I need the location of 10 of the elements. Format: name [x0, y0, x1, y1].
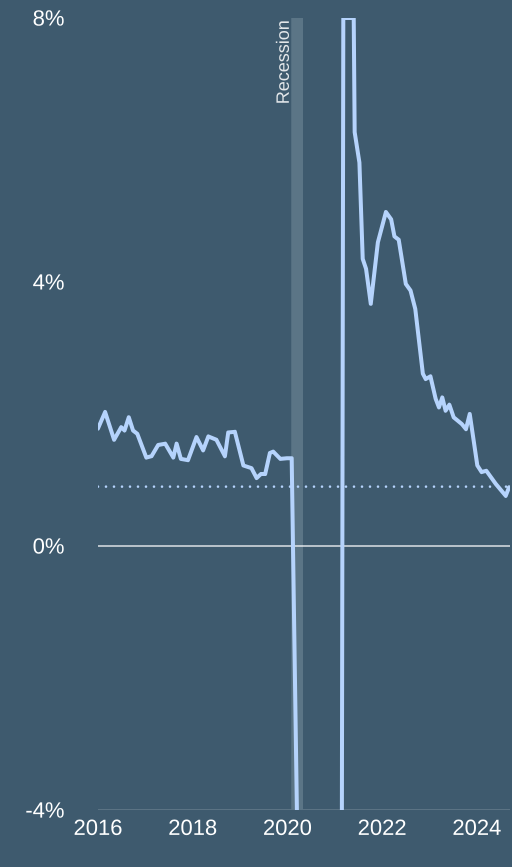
y-tick-label: -4%: [26, 802, 64, 818]
y-tick-label: 8%: [34, 10, 64, 26]
x-tick-label: 2018: [169, 820, 216, 836]
x-tick-label: 2024: [453, 820, 501, 836]
y-tick-label: 4%: [33, 274, 64, 290]
x-tick-label: 2016: [74, 820, 122, 836]
band-label: Recession: [276, 21, 290, 103]
x-tick-label: 2020: [264, 820, 312, 836]
x-tick-label: 2022: [358, 820, 406, 836]
y-tick-label: 0%: [34, 538, 64, 554]
